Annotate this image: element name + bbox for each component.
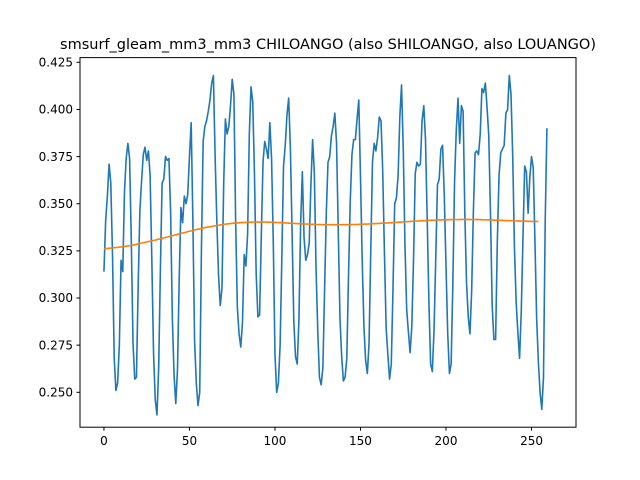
y-axis: 0.250 0.275 0.300 0.325 0.350 0.375 0.400 0.425 <box>39 56 80 400</box>
chart-title: smsurf_gleam_mm3_mm3 CHILOANGO (also SHI… <box>60 37 596 53</box>
y-tick-label: 0.325 <box>39 244 73 258</box>
y-tick-label: 0.375 <box>39 150 73 164</box>
x-tick-label: 150 <box>349 434 372 448</box>
axes-frame <box>79 57 577 428</box>
x-tick-label: 250 <box>520 434 543 448</box>
x-tick-label: 50 <box>182 434 197 448</box>
series-line-1 <box>103 74 548 416</box>
x-tick-label: 100 <box>264 434 287 448</box>
x-axis: 0 50 100 150 200 250 <box>100 427 543 448</box>
series-line-2 <box>103 218 539 250</box>
plot-area <box>103 74 548 416</box>
y-tick-label: 0.425 <box>39 56 73 70</box>
x-tick-label: 0 <box>100 434 108 448</box>
y-tick-label: 0.275 <box>39 338 73 352</box>
y-tick-label: 0.400 <box>39 103 73 117</box>
y-tick-label: 0.350 <box>39 197 73 211</box>
y-tick-label: 0.300 <box>39 291 73 305</box>
x-tick-label: 200 <box>435 434 458 448</box>
y-tick-label: 0.250 <box>39 386 73 400</box>
